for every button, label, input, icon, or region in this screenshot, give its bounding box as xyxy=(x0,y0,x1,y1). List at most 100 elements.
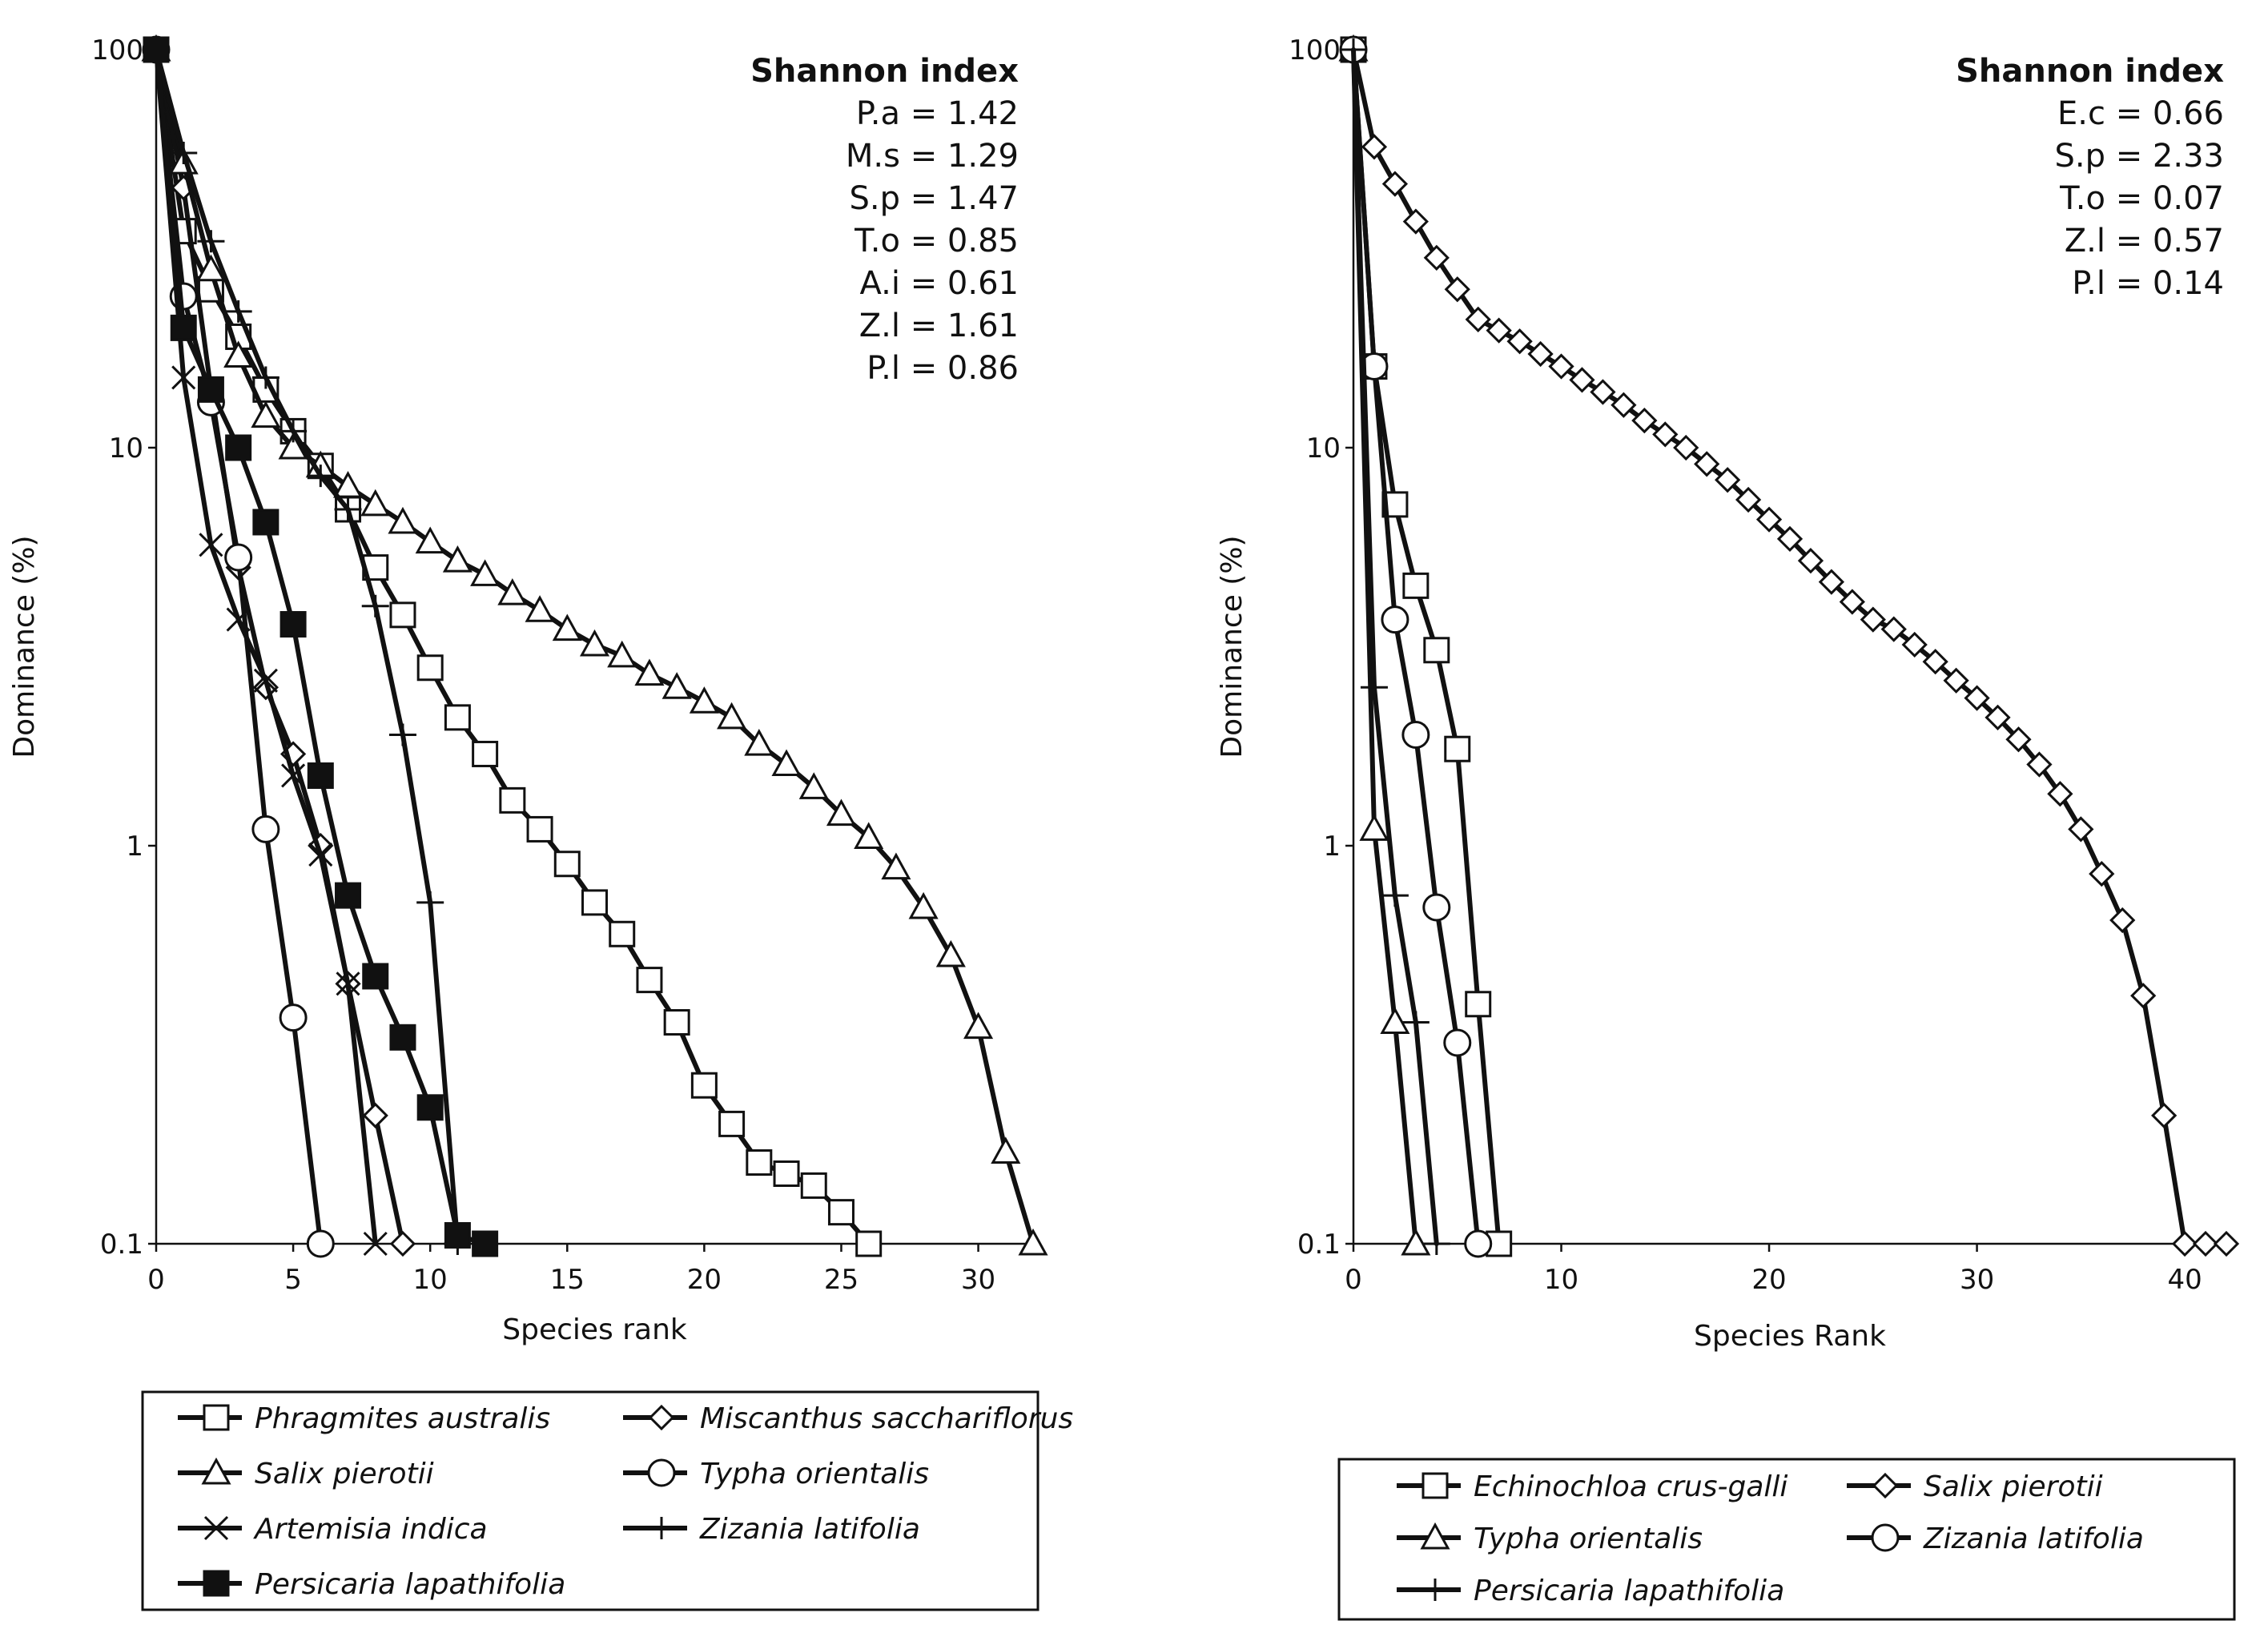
data-point xyxy=(472,1230,499,1257)
data-point xyxy=(2130,983,2157,1009)
data-point xyxy=(251,400,281,428)
shannon-title: Shannon index xyxy=(750,53,1019,90)
data-point xyxy=(798,772,829,799)
y-tick-label: 10 xyxy=(109,432,143,465)
data-point xyxy=(1444,276,1470,303)
data-point xyxy=(771,749,802,777)
y-tick-label: 0.1 xyxy=(100,1229,143,1261)
data-point xyxy=(389,1024,416,1051)
y-tick-label: 0.1 xyxy=(1297,1229,1341,1261)
data-point xyxy=(472,740,499,767)
legend-item-typha-orientalis: Typha orientalis xyxy=(623,1458,929,1490)
data-point xyxy=(2109,907,2136,934)
data-point xyxy=(2068,816,2094,843)
data-point xyxy=(1340,38,1367,61)
y-tick-label: 1 xyxy=(126,831,143,863)
series-line xyxy=(154,47,460,1246)
data-point xyxy=(1381,171,1409,197)
legend-marker xyxy=(203,1404,230,1431)
data-point xyxy=(2171,1230,2198,1257)
x-tick-label: 10 xyxy=(413,1264,448,1296)
data-point xyxy=(444,704,471,731)
data-point xyxy=(499,786,526,814)
legend-label: Salix pierotii xyxy=(255,1458,434,1490)
series-salix-pierotii xyxy=(1340,36,2240,1257)
data-point xyxy=(1527,340,1554,368)
shannon-title: Shannon index xyxy=(1956,53,2224,90)
data-point xyxy=(1839,589,1865,615)
data-point xyxy=(1361,134,1388,160)
data-point xyxy=(2047,781,2073,807)
data-point xyxy=(197,376,224,403)
data-point xyxy=(1018,1228,1048,1256)
shannon-entry: Z.l = 1.61 xyxy=(859,308,1019,344)
data-point xyxy=(826,798,857,827)
legend-marker xyxy=(1872,1472,1899,1499)
data-point xyxy=(334,497,362,521)
data-point xyxy=(199,533,223,557)
data-point xyxy=(854,822,884,849)
data-point xyxy=(1652,421,1679,448)
data-point xyxy=(170,142,198,165)
legend-marker xyxy=(1420,1522,1450,1550)
data-point xyxy=(279,611,307,638)
y-tick-label: 100 xyxy=(91,34,143,66)
data-point xyxy=(224,543,253,572)
shannon-annotation: Shannon index P.a = 1.42 M.s = 1.29 S.p = 1… xyxy=(750,53,1019,387)
y-tick-label: 10 xyxy=(1306,432,1341,465)
shannon-entry: A.i = 0.61 xyxy=(860,265,1019,302)
legend-label: Zizania latifolia xyxy=(699,1513,920,1546)
data-point xyxy=(1631,407,1658,434)
data-point xyxy=(416,654,444,682)
legend-marker xyxy=(203,1515,229,1541)
x-tick-label: 20 xyxy=(1751,1264,1786,1296)
data-point xyxy=(1444,735,1471,762)
data-point xyxy=(1360,676,1388,699)
data-point xyxy=(332,471,364,498)
data-point xyxy=(1381,884,1409,907)
data-point xyxy=(279,1004,308,1032)
shannon-entry: E.c = 0.66 xyxy=(2057,95,2224,132)
data-point xyxy=(581,889,608,916)
data-point xyxy=(935,939,966,967)
data-point xyxy=(800,1172,827,1199)
data-point xyxy=(1401,720,1430,749)
legend-item-miscanthus-sacchariflorus: Miscanthus sacchariflorus xyxy=(623,1402,1073,1435)
data-point xyxy=(362,1102,388,1128)
shannon-entry: P.a = 1.42 xyxy=(856,95,1019,132)
legend: Echinochloa crus-galli Salix pierotii Typh… xyxy=(1337,1458,2236,1621)
data-point xyxy=(662,672,692,699)
legend-marker xyxy=(648,1517,675,1539)
x-tick-label: 20 xyxy=(687,1264,722,1296)
data-point xyxy=(444,1221,471,1249)
legend-marker xyxy=(647,1458,676,1487)
data-point xyxy=(773,1160,800,1187)
data-point xyxy=(663,1009,690,1036)
data-point xyxy=(1755,506,1783,533)
data-point xyxy=(746,1149,773,1176)
shannon-entry: S.p = 2.33 xyxy=(2054,138,2224,175)
y-tick-label: 100 xyxy=(1289,34,1341,66)
data-point xyxy=(607,640,637,668)
legend-label: Artemisia indica xyxy=(253,1513,488,1546)
x-tick-label: 40 xyxy=(2167,1264,2202,1296)
data-point xyxy=(1673,434,1699,461)
legend-item-zizania-latifolia: Zizania latifolia xyxy=(623,1513,920,1546)
data-point xyxy=(2005,726,2032,753)
data-point xyxy=(253,668,278,693)
data-point xyxy=(1943,667,1969,694)
data-point xyxy=(336,971,360,996)
legend-label: Miscanthus sacchariflorus xyxy=(700,1402,1073,1435)
data-point xyxy=(1880,616,1907,642)
series-phragmites-australis xyxy=(143,36,883,1257)
shannon-entry: T.o = 0.85 xyxy=(854,223,1019,259)
data-point xyxy=(855,1230,883,1257)
data-point xyxy=(2151,1102,2178,1128)
data-point xyxy=(442,545,472,573)
chart-panel-2: 0.1 1 10 100 0 10 20 30 40 Dominance (%) Species R… xyxy=(1216,34,2240,1621)
data-point xyxy=(1611,392,1637,418)
data-point xyxy=(389,1230,416,1257)
data-point xyxy=(1465,306,1491,332)
legend-label: Persicaria lapathifolia xyxy=(1474,1575,1784,1607)
data-point xyxy=(1984,704,2011,730)
